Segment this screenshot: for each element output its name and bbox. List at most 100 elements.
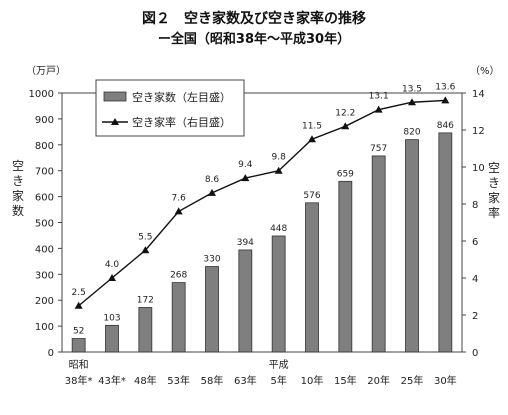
bar-value-label: 268	[170, 271, 187, 281]
bar-value-label: 448	[270, 224, 287, 234]
right-axis-title-char: き	[488, 176, 500, 190]
bar-value-label: 103	[103, 313, 120, 323]
right-axis-unit: （%）	[470, 65, 500, 77]
left-axis-tick-label: 800	[35, 141, 54, 152]
x-tick-label: 43年*	[98, 374, 126, 387]
right-axis-tick-label: 12	[472, 126, 485, 137]
rate-value-label: 9.8	[272, 153, 287, 163]
x-tick-label: 30年	[434, 374, 457, 387]
rate-value-label: 12.2	[335, 108, 355, 118]
bar-value-label: 846	[437, 121, 454, 131]
x-tick-label: 38年*	[65, 374, 93, 387]
bar	[71, 338, 86, 353]
rate-value-label: 5.5	[138, 232, 152, 242]
rate-marker	[374, 105, 383, 113]
rate-marker	[341, 122, 350, 130]
bar	[371, 155, 386, 353]
legend-box	[95, 79, 245, 137]
rate-marker	[308, 135, 316, 143]
x-era-label: 昭和	[69, 359, 89, 371]
left-axis-tick-label: 400	[35, 244, 54, 255]
left-axis-title-char: き	[12, 174, 24, 188]
bar	[305, 202, 319, 353]
x-tick-label: 20年	[367, 374, 390, 387]
chart-subtitle: ー全国（昭和38年～平成30年）	[157, 32, 351, 47]
right-axis-tick-label: 4	[472, 274, 478, 285]
right-axis-tick-label: 10	[472, 163, 485, 174]
bar	[238, 249, 253, 353]
bar-value-label: 757	[370, 144, 387, 154]
rate-value-label: 2.5	[72, 288, 86, 298]
bar	[271, 235, 286, 353]
x-tick-label: 10年	[301, 374, 324, 387]
left-axis-tick-label: 900	[35, 115, 54, 126]
x-tick-label: 15年	[334, 374, 357, 387]
left-axis-tick-label: 700	[35, 167, 54, 178]
legend-line-marker	[111, 118, 119, 125]
chart-title: 図２ 空き家数及び空き家率の推移	[142, 11, 366, 27]
right-axis-tick-label: 0	[472, 348, 478, 359]
bar	[438, 132, 453, 353]
left-axis-tick-label: 600	[35, 193, 54, 204]
left-axis-tick-label: 500	[35, 219, 54, 230]
right-axis-tick-label: 14	[472, 89, 485, 100]
rate-value-label: 13.1	[369, 92, 389, 102]
rate-marker	[141, 246, 150, 254]
rate-value-label: 4.0	[105, 260, 120, 270]
rate-value-label: 9.4	[238, 160, 253, 170]
bar-value-label: 52	[73, 327, 84, 337]
left-axis-tick-label: 300	[35, 270, 54, 281]
right-axis-tick-label: 6	[472, 237, 478, 248]
rate-marker	[274, 166, 283, 174]
left-axis-title-char: 空	[12, 159, 24, 173]
legend-line-label: 空き家率（右目盛）	[132, 115, 231, 129]
bar	[171, 282, 186, 353]
bar	[205, 266, 219, 353]
x-era-label: 平成	[269, 359, 289, 371]
bar	[338, 180, 353, 353]
bar	[105, 324, 119, 353]
legend-bar-label: 空き家数（左目盛）	[132, 90, 231, 104]
left-axis-title-char: 家	[12, 188, 24, 203]
bar-value-label: 394	[237, 238, 254, 248]
left-axis-tick-label: 200	[35, 296, 54, 307]
rate-line	[78, 99, 446, 307]
left-axis-tick-label: 1000	[29, 89, 54, 100]
bar-value-label: 659	[337, 169, 354, 179]
rate-marker	[74, 301, 83, 309]
rate-value-label: 7.6	[172, 193, 187, 203]
rate-value-label: 8.6	[205, 175, 220, 185]
right-axis-title-char: 率	[488, 205, 500, 220]
rate-marker	[208, 188, 216, 196]
bar	[138, 307, 153, 353]
x-tick-label: 63年	[234, 374, 257, 387]
rate-value-label: 13.5	[402, 84, 422, 94]
right-axis-title-char: 空	[488, 161, 500, 175]
right-axis-tick-label: 8	[472, 200, 478, 211]
rate-marker	[174, 207, 183, 215]
bar-value-label: 172	[137, 295, 154, 305]
left-axis-tick-label: 0	[48, 348, 54, 359]
x-tick-label: 58年	[201, 374, 224, 387]
left-axis-unit: （万戸）	[26, 65, 66, 77]
bar-value-label: 576	[303, 191, 320, 201]
rate-value-label: 13.6	[435, 82, 455, 92]
right-axis-tick-label: 2	[472, 311, 478, 322]
bar-value-label: 820	[403, 128, 420, 138]
rate-marker	[441, 96, 450, 104]
rate-marker	[108, 274, 116, 281]
x-tick-label: 48年	[134, 374, 157, 387]
left-axis-tick-label: 100	[35, 322, 54, 333]
bar	[405, 139, 419, 353]
legend-bar-swatch	[103, 91, 127, 102]
rate-marker	[408, 98, 416, 106]
x-tick-label: 5年	[270, 374, 286, 387]
x-tick-label: 25年	[401, 374, 424, 387]
rate-marker	[241, 174, 250, 182]
x-tick-label: 53年	[167, 374, 190, 387]
bar-value-label: 330	[203, 255, 220, 265]
rate-value-label: 11.5	[302, 121, 322, 131]
left-axis-title-char: 数	[12, 203, 24, 218]
right-axis-title-char: 家	[488, 190, 500, 205]
